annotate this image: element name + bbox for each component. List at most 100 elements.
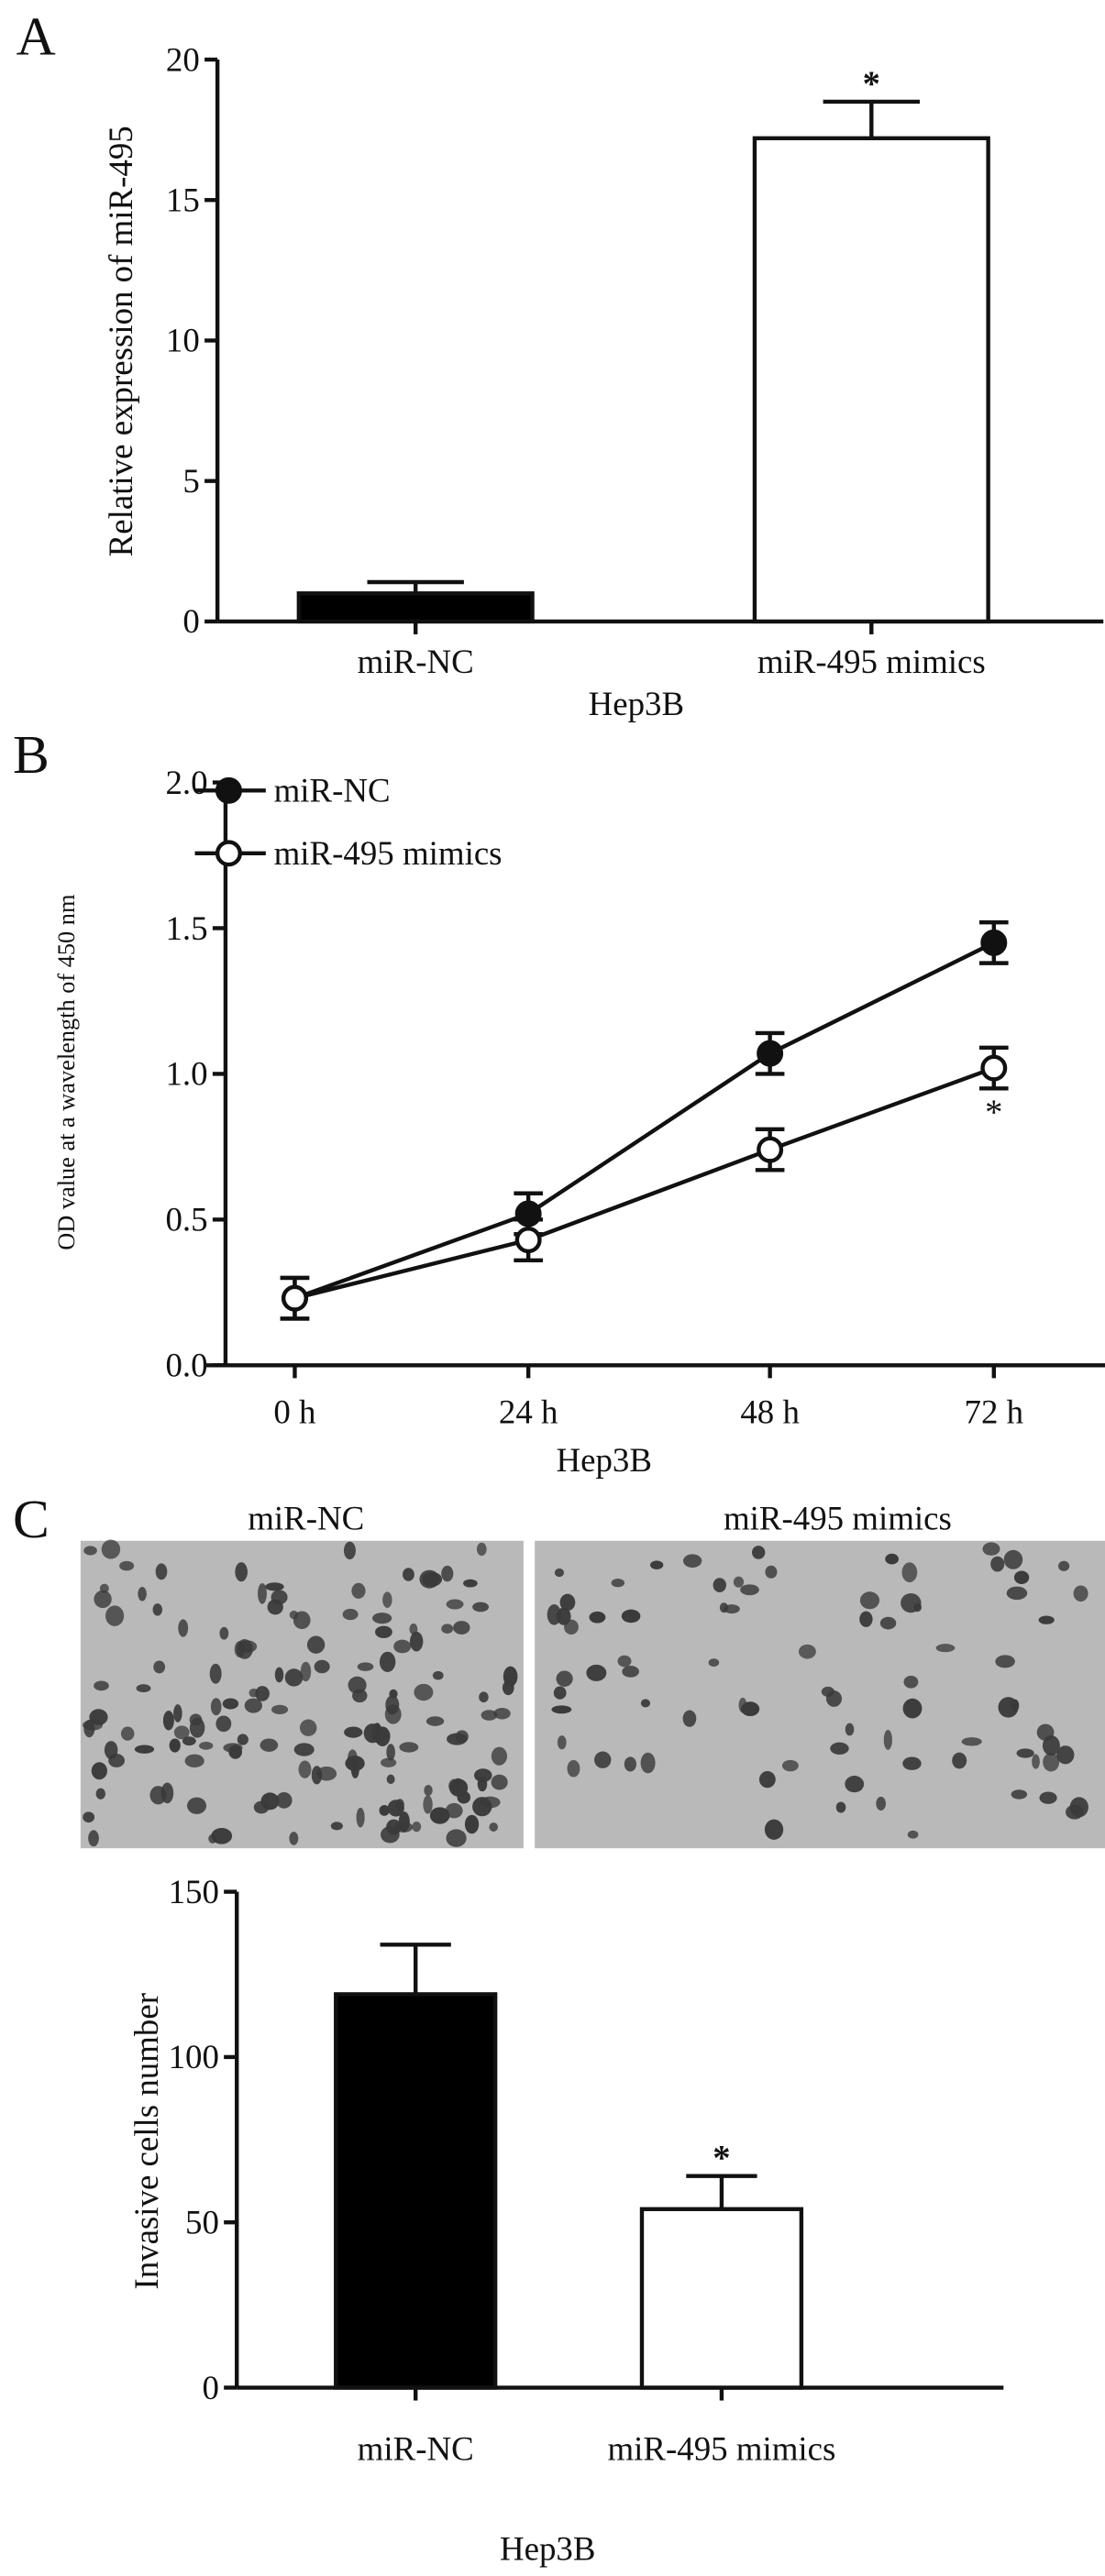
stained-cell — [682, 1554, 702, 1569]
stained-cell — [83, 1546, 97, 1556]
stained-cell — [210, 1698, 222, 1716]
stained-cell — [119, 1560, 135, 1571]
stained-cell — [403, 1568, 414, 1581]
bar — [752, 136, 990, 624]
stained-cell — [160, 1782, 174, 1804]
legend-label-mir-nc: miR-NC — [274, 772, 391, 809]
x-tick-label: miR-NC — [358, 2430, 474, 2468]
significance-asterisk: * — [863, 65, 880, 104]
stained-cell — [105, 1605, 125, 1626]
micrograph-background — [80, 1540, 524, 1849]
stained-cell — [764, 1819, 784, 1840]
stained-cell — [1056, 1745, 1075, 1765]
stained-cell — [464, 1814, 480, 1834]
stained-cell — [382, 1591, 392, 1608]
stained-cell — [267, 1599, 283, 1615]
stained-cell — [885, 1553, 899, 1565]
stained-cell — [1032, 1754, 1040, 1769]
stained-cell — [371, 1723, 382, 1744]
stained-cell — [995, 1655, 1015, 1668]
stained-cell — [586, 1664, 607, 1681]
stained-cell — [271, 1704, 289, 1714]
significance-asterisk: * — [985, 1094, 1002, 1132]
stained-cell — [982, 1542, 1000, 1556]
panel-a: A Relative expression of miR-495 Hep3B 0… — [17, 6, 1104, 722]
stained-cell — [481, 1710, 498, 1721]
panel-b-y-axis-title: OD value at a wavelength of 450 nm — [53, 894, 80, 1250]
panel-c-y-axis-title: Invasive cells number — [127, 1993, 165, 2290]
stained-cell — [859, 1591, 880, 1610]
stained-cell — [189, 1717, 205, 1738]
stained-cell — [1073, 1585, 1088, 1602]
stained-cell — [422, 1571, 443, 1587]
stained-cell — [741, 1701, 760, 1717]
stained-cell — [275, 1792, 293, 1809]
stained-cell — [589, 1611, 606, 1624]
stained-cell — [199, 1741, 214, 1750]
stained-cell — [299, 1719, 317, 1736]
stained-cell — [493, 1707, 511, 1720]
x-tick-label: 48 h — [740, 1393, 800, 1431]
stained-cell — [1039, 1791, 1057, 1804]
stained-cell — [182, 1736, 196, 1746]
stained-cell — [311, 1766, 323, 1785]
stained-cell — [553, 1686, 567, 1700]
stained-cell — [249, 1688, 259, 1698]
panel-a-x-axis-title: Hep3B — [589, 685, 684, 722]
stained-cell — [1038, 1615, 1055, 1624]
stained-cell — [640, 1752, 656, 1774]
data-point-open — [980, 1054, 1008, 1082]
stained-cell — [381, 1757, 397, 1767]
image-title-mir-nc: miR-NC — [248, 1499, 364, 1536]
panel-b-x-axis-title: Hep3B — [556, 1441, 651, 1479]
stained-cell — [134, 1745, 155, 1754]
stained-cell — [208, 1833, 217, 1844]
x-tick-label: 0 h — [273, 1393, 315, 1431]
stained-cell — [835, 1801, 846, 1813]
stained-cell — [798, 1644, 816, 1659]
stained-cell — [901, 1562, 918, 1583]
stained-cell — [859, 1611, 873, 1627]
stained-cell — [379, 1651, 396, 1673]
stained-cell — [237, 1734, 249, 1745]
stained-cell — [352, 1689, 368, 1703]
stained-cell — [781, 1759, 799, 1772]
stained-cell — [108, 1754, 126, 1767]
series-line — [293, 941, 995, 1301]
stained-cell — [480, 1796, 501, 1809]
panel-c: C miR-NC miR-495 mimics Invasive cells n… — [13, 1489, 1105, 2567]
stained-cell — [476, 1542, 487, 1557]
stained-cell — [502, 1679, 514, 1696]
stained-cell — [260, 1738, 279, 1752]
stained-cell — [457, 1790, 471, 1804]
stained-cell — [425, 1716, 445, 1726]
data-point-open — [514, 1227, 542, 1254]
stained-cell — [94, 1680, 109, 1691]
stained-cell — [386, 1744, 395, 1761]
stained-cell — [399, 1742, 419, 1753]
stained-cell — [258, 1582, 267, 1604]
stained-cell — [713, 1578, 726, 1592]
y-tick-label: 10 — [166, 322, 200, 359]
data-point-open — [757, 1136, 784, 1163]
stained-cell — [344, 1726, 363, 1738]
stained-cell — [751, 1546, 766, 1559]
x-tick-label: miR-495 mimics — [607, 2430, 835, 2468]
stained-cell — [640, 1699, 651, 1708]
stained-cell — [209, 1663, 222, 1684]
panel-label-b: B — [13, 724, 50, 785]
stained-cell — [235, 1562, 248, 1582]
stained-cell — [463, 1579, 478, 1588]
stained-cell — [94, 1590, 112, 1609]
stained-cell — [424, 1784, 433, 1796]
stained-cell — [556, 1607, 571, 1625]
micrograph-mir-nc — [80, 1539, 524, 1849]
stained-cell — [453, 1621, 470, 1635]
stained-cell — [293, 1611, 311, 1630]
stained-cell — [621, 1609, 641, 1624]
y-tick-label: 2.0 — [165, 764, 207, 801]
stained-cell — [902, 1698, 923, 1719]
legend-marker-open — [215, 840, 242, 867]
stained-cell — [379, 1805, 390, 1816]
